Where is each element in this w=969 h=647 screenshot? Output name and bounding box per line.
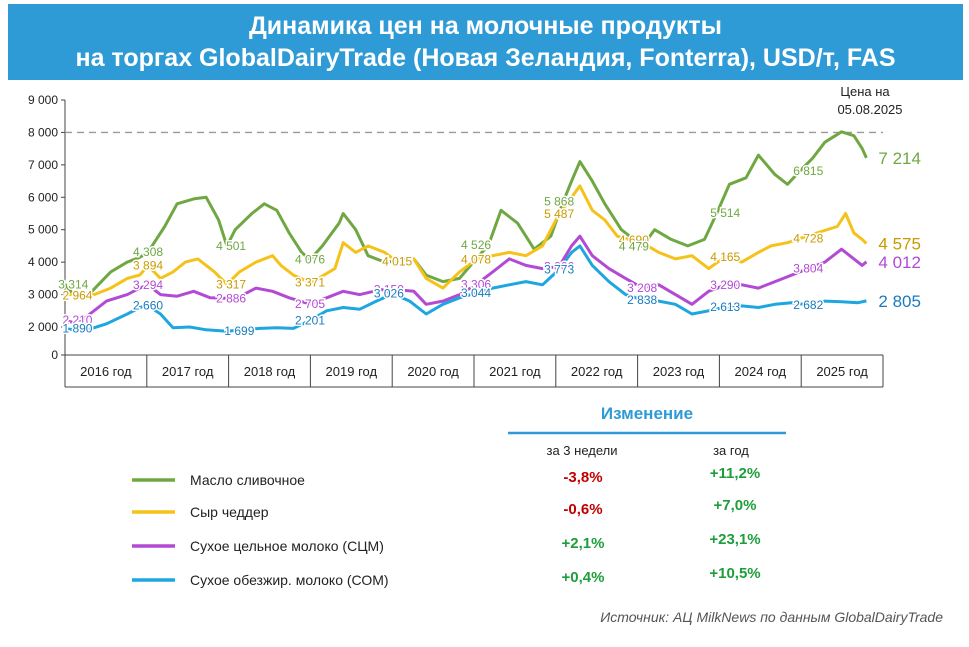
data-label: 2 838 xyxy=(627,293,657,307)
data-label: 1 699 xyxy=(224,324,254,338)
y-tick-label: 8 000 xyxy=(28,125,58,139)
data-label: 4 078 xyxy=(461,253,491,267)
data-label: 2 682 xyxy=(793,298,823,312)
data-label: 4 526 xyxy=(461,238,491,252)
change-table-col-3-weeks: за 3 недели xyxy=(547,443,618,458)
chart-title: Динамика цен на молочные продукты на тор… xyxy=(8,4,963,80)
data-label: 4 728 xyxy=(793,232,823,246)
legend-label-wmp: Сухое цельное молоко (СЦМ) xyxy=(190,538,384,554)
series-line-wmp xyxy=(64,234,868,326)
change-table-heading: Изменение xyxy=(601,404,693,423)
legend-label-smp: Сухое обезжир. молоко (СОМ) xyxy=(190,572,389,588)
data-label: 4 029 xyxy=(382,254,412,268)
data-label: 2 660 xyxy=(133,299,163,313)
data-label: 4 308 xyxy=(133,245,163,259)
legend-label-cheddar: Сыр чеддер xyxy=(190,504,269,520)
y-tick-label: 4 000 xyxy=(28,255,58,269)
data-label: 3 371 xyxy=(295,276,325,290)
data-label: 1 890 xyxy=(62,322,92,336)
data-label: 3 314 xyxy=(58,277,88,291)
data-label: 4 076 xyxy=(295,253,325,267)
change-3-weeks-smp: +0,4% xyxy=(562,569,605,586)
chart-axes: 0 2 000 3 000 4 000 5 000 6 000 7 000 8 000 9 00… xyxy=(28,93,884,388)
chart-title-line-2: на торгах GlobalDairyTrade (Новая Зеланд… xyxy=(75,44,896,72)
last-value-label-smp: 2 805 xyxy=(878,292,921,311)
x-category-label: 2024 год xyxy=(735,364,787,379)
price-date-label-line-1: Цена на xyxy=(840,84,890,99)
data-label: 5 514 xyxy=(710,206,740,220)
x-category-label: 2018 год xyxy=(244,364,296,379)
x-category-label: 2022 год xyxy=(571,364,623,379)
change-year-smp: +10,5% xyxy=(709,565,760,582)
data-label: 4 165 xyxy=(710,250,740,264)
last-value-label-wmp: 4 012 xyxy=(878,253,921,272)
data-label: 2 613 xyxy=(710,300,740,314)
data-label: 3 150 xyxy=(374,283,404,297)
change-3-weeks-cheddar: -0,6% xyxy=(563,501,602,518)
data-label: 2 964 xyxy=(62,289,92,303)
x-category-label: 2021 год xyxy=(489,364,541,379)
y-tick-label: 2 000 xyxy=(28,320,58,334)
data-label: 3 866 xyxy=(544,259,574,273)
data-label: 3 773 xyxy=(544,263,574,277)
x-category-label: 2023 год xyxy=(653,364,705,379)
data-label: 3 290 xyxy=(710,278,740,292)
data-label: 2 886 xyxy=(216,291,246,305)
x-category-label: 2025 год xyxy=(816,364,868,379)
data-label: 4 479 xyxy=(619,240,649,254)
x-category-label: 2017 год xyxy=(162,364,214,379)
y-tick-label: 0 xyxy=(51,348,58,362)
y-tick-label: 3 000 xyxy=(28,288,58,302)
change-3-weeks-wmp: +2,1% xyxy=(562,535,605,552)
data-label: 5 868 xyxy=(544,195,574,209)
data-label: 3 804 xyxy=(793,261,823,275)
last-value-label-butter: 7 214 xyxy=(878,149,921,168)
change-year-cheddar: +7,0% xyxy=(714,497,757,514)
chart-title-line-1: Динамика цен на молочные продукты xyxy=(249,12,722,40)
source-note: Источник: АЦ MilkNews по данным GlobalDa… xyxy=(600,609,943,625)
data-label: 3 026 xyxy=(374,287,404,301)
last-value-label-cheddar: 4 575 xyxy=(878,234,921,253)
y-tick-label: 5 000 xyxy=(28,223,58,237)
y-tick-label: 6 000 xyxy=(28,190,58,204)
series-line-cheddar xyxy=(64,184,868,298)
data-label: 4 015 xyxy=(382,255,412,269)
data-label: 3 894 xyxy=(133,259,163,273)
change-3-weeks-butter: -3,8% xyxy=(563,469,602,486)
series-line-smp xyxy=(64,244,867,333)
data-label: 3 306 xyxy=(461,278,491,292)
data-label: 2 210 xyxy=(62,313,92,327)
data-label: 3 317 xyxy=(216,277,246,291)
legend-label-butter: Масло сливочное xyxy=(190,472,305,488)
x-category-label: 2020 год xyxy=(407,364,459,379)
change-year-wmp: +23,1% xyxy=(709,531,760,548)
series-line-butter xyxy=(63,130,868,300)
data-label: 3 294 xyxy=(133,278,163,292)
price-line-chart: 0 2 000 3 000 4 000 5 000 6 000 7 000 8 000 9 00… xyxy=(28,84,921,388)
x-category-label: 2016 год xyxy=(80,364,132,379)
data-label: 4 690 xyxy=(619,233,649,247)
data-label: 2 705 xyxy=(295,297,325,311)
change-year-butter: +11,2% xyxy=(710,465,760,482)
price-date-label-line-2: 05.08.2025 xyxy=(837,102,902,117)
y-tick-label: 9 000 xyxy=(28,93,58,107)
x-category-label: 2019 год xyxy=(326,364,378,379)
data-label: 5 487 xyxy=(544,207,574,221)
data-label: 2 201 xyxy=(295,313,325,327)
y-tick-label: 7 000 xyxy=(28,158,58,172)
change-table-col-year: за год xyxy=(713,443,749,458)
change-table-rows: Масло сливочное -3,8% +11,2% Сыр чеддер -0,6… xyxy=(132,465,761,588)
data-label: 6 815 xyxy=(793,164,823,178)
chart-series-lines xyxy=(63,130,868,333)
data-label: 3 208 xyxy=(627,281,657,295)
data-label: 4 501 xyxy=(216,239,246,253)
data-label: 3 044 xyxy=(461,286,491,300)
